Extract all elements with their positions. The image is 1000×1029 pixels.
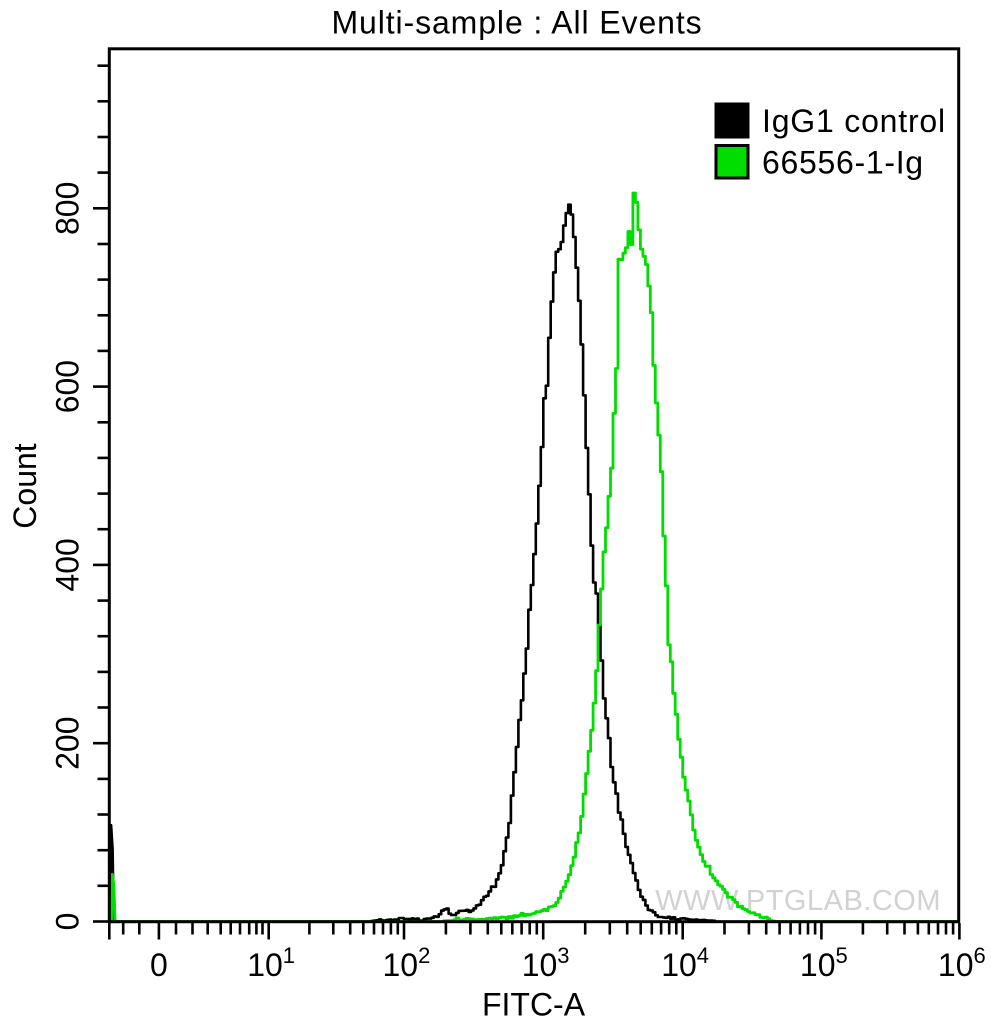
svg-text:0: 0 (50, 913, 86, 931)
svg-text:66556-1-Ig: 66556-1-Ig (762, 145, 924, 181)
svg-text:200: 200 (50, 717, 86, 770)
svg-text:0: 0 (150, 947, 168, 983)
svg-text:Multi-sample : All Events: Multi-sample : All Events (331, 5, 702, 41)
svg-text:104: 104 (661, 943, 709, 983)
svg-text:Count: Count (7, 443, 43, 529)
svg-text:600: 600 (50, 360, 86, 413)
svg-text:WWW.PTGLAB.COM: WWW.PTGLAB.COM (655, 885, 941, 917)
svg-text:IgG1 control: IgG1 control (762, 103, 946, 139)
svg-text:400: 400 (50, 538, 86, 591)
svg-text:800: 800 (50, 182, 86, 235)
svg-text:FITC-A: FITC-A (482, 987, 586, 1023)
